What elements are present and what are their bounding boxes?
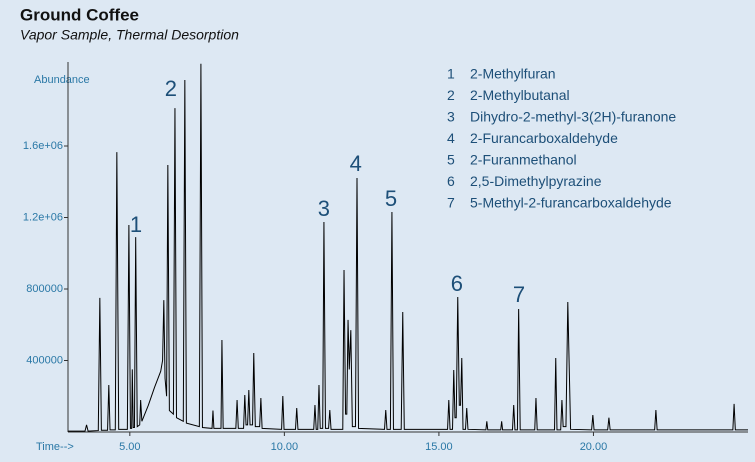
x-axis-label: Time--> [36,441,74,453]
chart-title: Ground Coffee [20,5,139,24]
legend-number: 5 [447,152,455,168]
y-axis-label: Abundance [34,74,90,86]
chart-subtitle: Vapor Sample, Thermal Desorption [20,27,239,43]
legend-number: 4 [447,130,455,146]
legend-name: 2-Furanmethanol [470,152,577,168]
peak-label: 5 [385,186,397,211]
peak-label: 2 [165,76,177,101]
legend-name: 2-Methylbutanal [470,87,570,103]
peak-label: 6 [451,271,463,296]
peak-label: 3 [318,196,330,221]
peak-label: 7 [513,282,525,307]
legend-name: 5-Methyl-2-furancarboxaldehyde [470,195,672,211]
y-tick-label: 400000 [26,354,63,366]
legend-number: 2 [447,87,455,103]
chromatogram-trace [68,63,748,432]
x-tick-label: 10.00 [271,441,299,453]
legend-number: 7 [447,195,455,211]
legend-number: 1 [447,66,455,82]
legend-name: 2-Methylfuran [470,66,556,82]
legend-name: Dihydro-2-methyl-3(2H)-furanone [470,109,676,125]
legend-name: 2-Furancarboxaldehyde [470,130,618,146]
x-tick-label: 20.00 [580,441,608,453]
peak-label: 1 [130,212,142,237]
y-tick-label: 1.2e+06 [23,211,63,223]
y-tick-label: 1.6e+06 [23,140,63,152]
legend-number: 3 [447,109,455,125]
x-tick-label: 15.00 [425,441,453,453]
peak-label: 4 [350,151,362,176]
x-tick-label: 5.00 [119,441,140,453]
legend-number: 6 [447,173,455,189]
y-tick-label: 800000 [26,283,63,295]
legend-name: 2,5-Dimethylpyrazine [470,173,602,189]
